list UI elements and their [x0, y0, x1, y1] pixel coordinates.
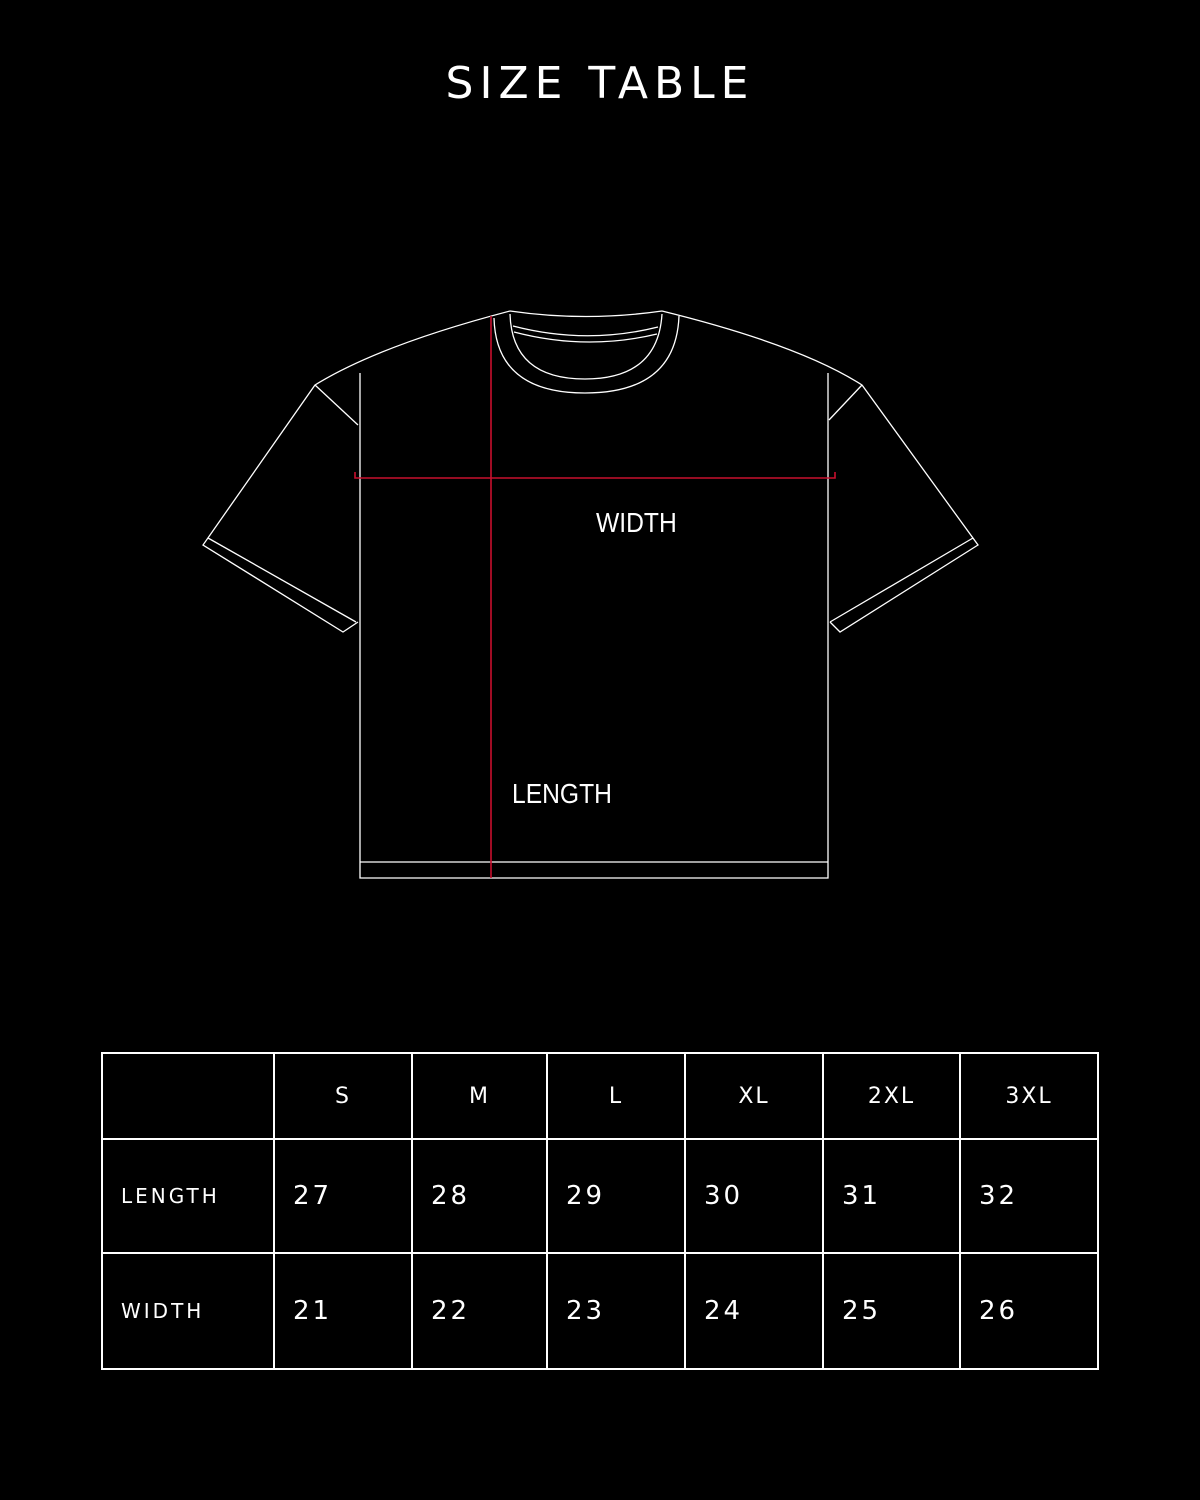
- tshirt-outline: [202, 310, 979, 879]
- size-header: XL: [684, 1052, 824, 1140]
- value-cell: 28: [411, 1138, 548, 1254]
- length-label: LENGTH: [512, 778, 612, 809]
- value-cell: 24: [684, 1252, 824, 1370]
- size-header: S: [273, 1052, 413, 1140]
- value-cell: 21: [273, 1252, 413, 1370]
- size-header: 2XL: [822, 1052, 961, 1140]
- value-cell: 32: [959, 1138, 1099, 1254]
- size-header: L: [546, 1052, 686, 1140]
- value-cell: 30: [684, 1138, 824, 1254]
- width-measure-line: [354, 472, 836, 479]
- empty-header-cell: [101, 1052, 275, 1140]
- value-cell: 23: [546, 1252, 686, 1370]
- value-cell: 29: [546, 1138, 686, 1254]
- page-title: SIZE TABLE: [445, 58, 755, 109]
- value-cell: 31: [822, 1138, 961, 1254]
- value-cell: 26: [959, 1252, 1099, 1370]
- size-header-row: S M L XL 2XL 3XL: [101, 1052, 1099, 1140]
- table-row: LENGTH 27 28 29 30 31 32: [101, 1138, 1099, 1254]
- row-label: LENGTH: [101, 1138, 275, 1254]
- row-label: WIDTH: [101, 1252, 275, 1370]
- width-label: WIDTH: [596, 507, 677, 538]
- size-header: M: [411, 1052, 548, 1140]
- value-cell: 27: [273, 1138, 413, 1254]
- value-cell: 25: [822, 1252, 961, 1370]
- table-row: WIDTH 21 22 23 24 25 26: [101, 1252, 1099, 1370]
- size-table: S M L XL 2XL 3XL LENGTH 27 28 29 30 31 3…: [101, 1052, 1099, 1370]
- value-cell: 22: [411, 1252, 548, 1370]
- tshirt-diagram: [202, 310, 979, 879]
- size-header: 3XL: [959, 1052, 1099, 1140]
